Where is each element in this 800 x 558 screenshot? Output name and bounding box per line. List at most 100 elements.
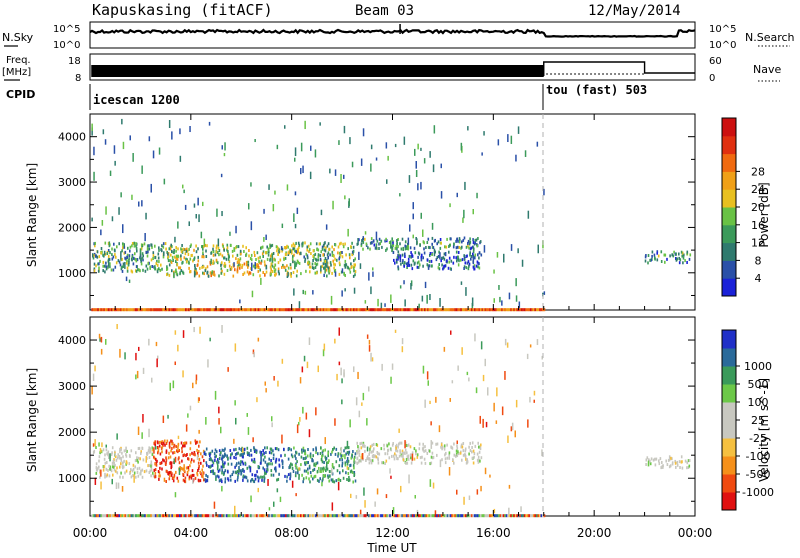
scatter-cell — [274, 273, 276, 277]
scatter-cell — [93, 449, 96, 453]
scatter-cell — [309, 452, 312, 456]
scatter-cell — [385, 459, 388, 463]
scatter-cell — [417, 251, 420, 255]
scatter-cell — [202, 201, 204, 207]
scatter-cell — [216, 251, 219, 255]
ground-scatter — [522, 308, 525, 312]
scatter-cell — [287, 251, 290, 255]
scatter-cell — [109, 170, 112, 176]
colorbar-tick-label: 12 — [751, 237, 765, 250]
ground-scatter — [495, 308, 497, 312]
ground-scatter — [163, 514, 166, 518]
ground-scatter — [307, 308, 310, 312]
scatter-cell — [125, 257, 127, 261]
scatter-cell — [300, 272, 302, 276]
ground-scatter — [446, 308, 449, 312]
colorbar-swatch — [722, 456, 736, 475]
scatter-cell — [204, 243, 206, 247]
scatter-cell — [347, 472, 350, 475]
scatter-cell — [223, 449, 225, 452]
ground-scatter — [328, 514, 331, 518]
ground-scatter — [377, 514, 379, 518]
scatter-cell — [390, 376, 392, 384]
scatter-cell — [239, 263, 242, 267]
scatter-cell — [235, 245, 238, 249]
scatter-cell — [98, 465, 100, 469]
ground-scatter — [136, 308, 139, 312]
scatter-cell — [384, 303, 386, 307]
scatter-cell — [257, 465, 260, 469]
ground-scatter — [310, 514, 313, 518]
scatter-cell — [197, 247, 199, 251]
ground-scatter — [257, 514, 260, 518]
scatter-cell — [322, 474, 325, 477]
scatter-cell — [169, 445, 171, 449]
scatter-cell — [148, 456, 151, 459]
scatter-cell — [313, 475, 315, 479]
scatter-cell — [452, 458, 454, 462]
scatter-cell — [499, 296, 501, 303]
scatter-cell — [308, 260, 311, 264]
scatter-cell — [98, 266, 100, 270]
scatter-cell — [268, 457, 270, 461]
scatter-cell — [363, 487, 365, 496]
scatter-cell — [298, 245, 300, 249]
scatter-cell — [228, 264, 231, 268]
scatter-cell — [449, 267, 452, 271]
scatter-cell — [131, 469, 134, 473]
ground-scatter — [123, 308, 125, 312]
scatter-cell — [266, 257, 269, 261]
scatter-cell — [137, 474, 140, 478]
scatter-cell — [321, 481, 323, 487]
scatter-cell — [410, 456, 412, 460]
scatter-cell — [392, 442, 394, 445]
scatter-cell — [358, 453, 361, 457]
scatter-cell — [467, 260, 470, 264]
scatter-cell — [99, 337, 101, 342]
scatter-cell — [99, 259, 101, 263]
scatter-cell — [256, 475, 259, 479]
scatter-cell — [287, 457, 290, 461]
ground-scatter — [263, 308, 266, 312]
scatter-cell — [138, 346, 140, 352]
scatter-cell — [273, 376, 275, 381]
scatter-cell — [161, 440, 163, 444]
scatter-cell — [265, 451, 267, 454]
scatter-cell — [242, 273, 244, 276]
ground-scatter — [502, 514, 505, 518]
scatter-cell — [293, 245, 295, 249]
scatter-cell — [406, 245, 408, 249]
ground-scatter — [242, 514, 245, 518]
scatter-cell — [368, 386, 370, 392]
ground-scatter — [422, 308, 425, 312]
ground-scatter — [411, 514, 414, 518]
scatter-cell — [196, 440, 199, 444]
scatter-cell — [441, 445, 444, 449]
ground-scatter — [117, 308, 119, 312]
ground-scatter — [542, 308, 544, 312]
scatter-cell — [650, 457, 653, 461]
scatter-cell — [352, 480, 354, 484]
ground-scatter — [516, 514, 519, 518]
scatter-cell — [458, 237, 461, 241]
scatter-cell — [102, 448, 105, 452]
scatter-cell — [340, 241, 342, 245]
ground-scatter — [157, 308, 160, 312]
scatter-cell — [141, 256, 143, 260]
ground-scatter — [520, 308, 523, 312]
ground-scatter — [337, 308, 340, 312]
scatter-cell — [136, 456, 138, 460]
scatter-cell — [218, 406, 220, 414]
scatter-cell — [443, 447, 446, 451]
scatter-cell — [218, 418, 220, 425]
scatter-cell — [126, 259, 128, 263]
ground-scatter — [440, 514, 443, 518]
scatter-cell — [664, 260, 666, 264]
scatter-cell — [431, 441, 434, 445]
colorbar-swatch — [722, 402, 736, 421]
scatter-cell — [145, 212, 147, 220]
scatter-cell — [361, 453, 364, 460]
ground-scatter — [209, 514, 211, 518]
scatter-cell — [177, 435, 180, 440]
